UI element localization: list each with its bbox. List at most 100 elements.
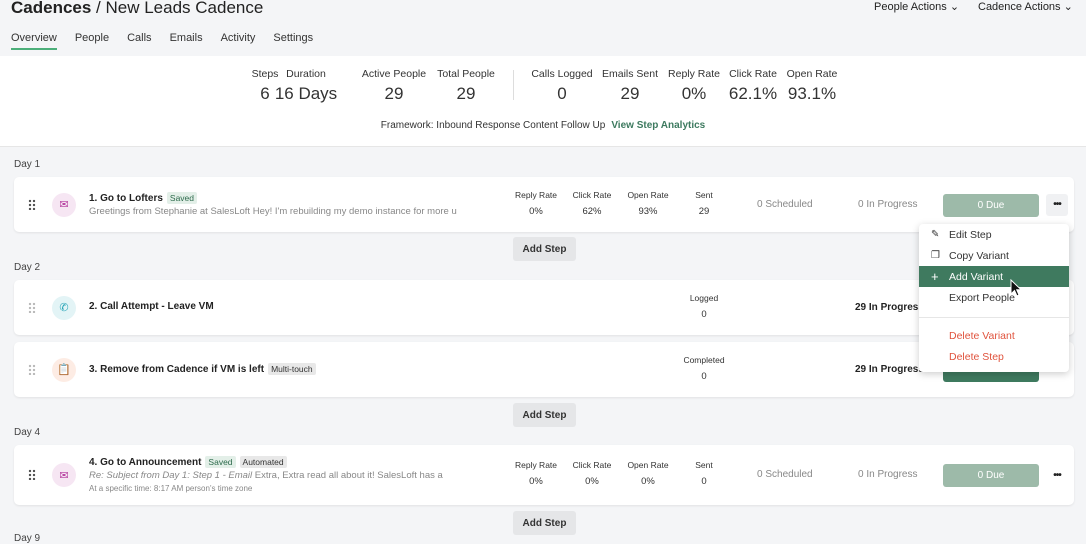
step-metric: Sent 0 [695,460,713,487]
divider [919,317,1069,318]
step-metric: Reply Rate 0% [514,189,558,217]
step-title[interactable]: 3. Remove from Cadence if VM is left Mult… [89,362,316,375]
menu-item-delete-step[interactable]: Delete Step [949,350,1004,363]
step-title[interactable]: 2. Call Attempt - Leave VM [89,300,214,312]
menu-item-delete-variant[interactable]: Delete Variant [949,329,1015,342]
step-card[interactable]: ✉ 4. Go to Announcement Saved Automated Re: … [14,445,1074,505]
step-metric: Open Rate 0% [627,460,669,487]
add-step-button[interactable]: Add Step [513,511,576,535]
step-subtitle: Greetings from Stephanie at SalesLoft He… [89,206,457,217]
day-label: Day 9 [14,533,41,544]
tab-overview[interactable]: Overview [11,32,57,50]
cadence-actions-dropdown[interactable]: Cadence Actions ⌄ [978,1,1073,13]
people-actions-dropdown[interactable]: People Actions ⌄ [874,1,960,13]
breadcrumb-root[interactable]: Cadences [11,0,92,17]
step-metric: Reply Rate 0% [514,460,558,487]
more-options-button[interactable]: ••• [1046,464,1068,486]
in-progress-count: 0 In Progress [858,469,918,480]
stat-duration: Duration 16 Days [275,68,337,104]
in-progress-count: 29 In Progress [855,301,924,313]
clipboard-check-icon: 📋 [52,357,76,382]
cadence-name: New Leads Cadence [105,0,264,17]
ellipsis-icon: ••• [1053,469,1061,481]
stat-value: 29 [384,84,404,103]
step-metric: Click Rate 0% [572,460,612,487]
stat-value: 0 [557,84,567,103]
tab-people[interactable]: People [74,32,110,44]
step-card[interactable]: ✆ 2. Call Attempt - Leave VM Logged 0 29 In … [14,280,1074,335]
step-metric: Open Rate 93% [627,189,669,217]
chevron-down-icon: ⌄ [949,1,960,13]
stat-value: 93.1% [787,84,837,103]
stat-total-people: Total People 29 [437,68,495,104]
scheduled-count: 0 Scheduled [757,198,813,210]
stat-steps: Steps 6 [252,68,279,104]
stat-label: Active People [361,68,427,80]
menu-item-copy-variant[interactable]: ❐ Copy Variant [931,249,1009,262]
stat-label: Click Rate [729,68,777,80]
pencil-icon: ✎ [931,229,940,240]
stat-value: 16 Days [274,84,338,103]
phone-icon: ✆ [52,295,76,320]
step-badge: Multi-touch [268,362,316,375]
stat-label: Duration [286,68,326,80]
megaphone-icon: ✉ [52,463,76,487]
chevron-down-icon: ⌄ [1063,1,1073,13]
step-metric: Logged 0 [689,292,719,320]
breadcrumb: Cadences / New Leads Cadence [11,0,264,17]
drag-handle-icon[interactable] [28,363,36,375]
stat-label: Emails Sent [601,68,659,80]
stat-value: 29 [456,84,476,103]
view-step-analytics-link[interactable]: View Step Analytics [611,120,706,131]
step-card[interactable]: 📋 3. Remove from Cadence if VM is left Mul… [14,342,1074,397]
stat-emails-sent: Emails Sent 29 [602,68,658,104]
stat-value: 29 [620,84,640,103]
step-actions-menu: ✎ Edit Step ❐ Copy Variant + Add Variant Ex… [919,224,1069,372]
day-label: Day 1 [14,159,41,170]
step-subtitle: Re: Subject from Day 1: Step 1 - Email E… [89,470,443,481]
stat-active-people: Active People 29 [362,68,426,104]
tab-bar: Overview People Calls Emails Activity Se… [11,32,313,50]
stat-label: Steps [251,68,279,80]
tab-calls[interactable]: Calls [127,32,152,44]
stat-value: 6 [260,84,270,103]
menu-item-export-people[interactable]: Export People [949,291,1015,304]
stat-label: Open Rate [786,68,838,80]
stat-value: 0% [681,84,707,103]
step-metric: Completed 0 [683,354,725,382]
tab-emails[interactable]: Emails [169,32,203,44]
stat-open-rate: Open Rate 93.1% [787,68,838,104]
menu-item-add-variant[interactable]: + Add Variant [919,266,1069,287]
ellipsis-icon: ••• [1053,199,1061,210]
scheduled-count: 0 Scheduled [757,469,813,480]
step-title[interactable]: 4. Go to Announcement Saved Automated [89,456,287,468]
tab-settings[interactable]: Settings [273,32,314,44]
drag-handle-icon[interactable] [28,469,36,480]
step-timing: At a specific time: 8:17 AM person's tim… [89,484,253,493]
step-title[interactable]: 1. Go to Lofters Saved [89,192,198,204]
drag-handle-icon[interactable] [28,198,36,210]
add-step-button[interactable]: Add Step [513,237,576,261]
due-button[interactable]: 0 Due [943,193,1039,217]
stats-panel: Framework: Inbound Response Content Foll… [0,56,1086,147]
step-card[interactable]: ✉ 1. Go to Lofters Saved Greetings from Ste… [14,177,1074,232]
mouse-cursor-icon [1010,279,1023,297]
stat-calls-logged: Calls Logged 0 [531,68,592,104]
step-metric: Sent 29 [695,189,713,217]
step-badge: Saved [205,456,236,468]
stat-label: Total People [437,68,495,80]
stat-click-rate: Click Rate 62.1% [729,68,777,104]
drag-handle-icon[interactable] [28,301,36,313]
step-metric: Click Rate 62% [572,189,612,217]
menu-item-edit-step[interactable]: ✎ Edit Step [931,228,992,241]
plus-icon: + [931,269,939,284]
stat-label: Reply Rate [668,68,720,80]
step-badge: Saved [166,192,198,204]
stat-label: Calls Logged [531,68,593,80]
more-options-button[interactable]: ••• [1046,193,1068,216]
framework-line: Framework: Inbound Response Content Foll… [380,120,706,131]
tab-activity[interactable]: Activity [220,32,256,44]
add-step-button[interactable]: Add Step [513,403,576,427]
copy-icon: ❐ [931,250,940,261]
due-button[interactable]: 0 Due [943,464,1039,487]
